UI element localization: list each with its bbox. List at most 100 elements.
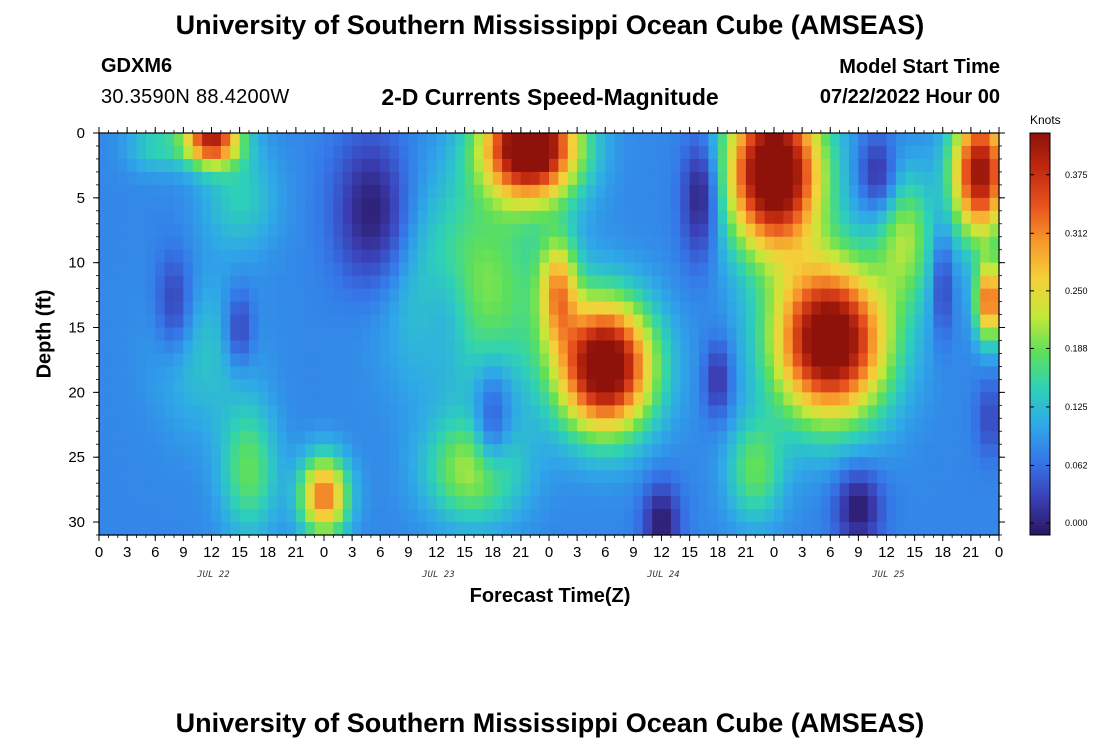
heatmap-cell (295, 145, 306, 160)
heatmap-cell (324, 457, 334, 471)
heatmap-cell (286, 444, 297, 458)
heatmap-cell (661, 133, 672, 147)
heatmap-cell (408, 418, 419, 432)
heatmap-cell (174, 496, 184, 510)
heatmap-cell (267, 379, 278, 393)
heatmap-cell (117, 133, 128, 147)
heatmap-cell (474, 366, 484, 380)
heatmap-cell (877, 470, 888, 484)
heatmap-cell (830, 366, 841, 380)
heatmap-cell (464, 327, 475, 342)
heatmap-cell (520, 457, 531, 471)
heatmap-cell (127, 379, 138, 393)
heatmap-cell (642, 184, 653, 199)
heatmap-cell (717, 327, 728, 342)
heatmap-cell (492, 210, 503, 225)
heatmap-cell (633, 522, 644, 536)
heatmap-cell (624, 197, 634, 212)
heatmap-cell (961, 379, 972, 393)
heatmap-cell (258, 431, 269, 445)
heatmap-cell (483, 184, 494, 199)
heatmap-cell (436, 418, 447, 432)
heatmap-cell (558, 145, 569, 160)
heatmap-cell (774, 145, 784, 160)
heatmap-cell (839, 509, 850, 523)
heatmap-cell (699, 223, 709, 238)
heatmap-cell (99, 210, 109, 225)
heatmap-cell (324, 249, 334, 264)
heatmap-cell (324, 405, 334, 419)
heatmap-cell (933, 171, 944, 186)
heatmap-cell (867, 314, 878, 329)
heatmap-cell (670, 184, 681, 199)
heatmap-cell (952, 522, 963, 536)
heatmap-cell (820, 184, 831, 199)
heatmap-cell (183, 314, 194, 329)
heatmap-cell (108, 366, 119, 380)
heatmap-cell (708, 470, 719, 484)
heatmap-cell (595, 457, 606, 471)
heatmap-cell (305, 483, 316, 497)
heatmap-cell (324, 275, 334, 290)
heatmap-cell (108, 444, 119, 458)
heatmap-cell (483, 353, 494, 368)
colorbar-tick-label: 0.375 (1065, 170, 1088, 180)
colorbar-tick-label: 0.250 (1065, 286, 1088, 296)
heatmap-cell (699, 483, 709, 497)
heatmap-cell (764, 249, 775, 264)
heatmap-cell (117, 223, 128, 238)
heatmap-cell (136, 262, 147, 277)
heatmap-cell (736, 379, 747, 393)
heatmap-cell (155, 496, 166, 510)
heatmap-cell (136, 197, 147, 212)
heatmap-cell (595, 171, 606, 186)
heatmap-cell (408, 496, 419, 510)
heatmap-cell (792, 470, 803, 484)
heatmap-cell (577, 236, 588, 251)
heatmap-cell (717, 353, 728, 368)
heatmap-cell (933, 470, 944, 484)
heatmap-cell (174, 405, 184, 419)
heatmap-cell (661, 197, 672, 212)
heatmap-cell (492, 197, 503, 212)
heatmap-cell (502, 509, 513, 523)
heatmap-cell (286, 405, 297, 419)
heatmap-cell (220, 223, 231, 238)
heatmap-cell (249, 171, 259, 186)
heatmap-cell (661, 392, 672, 406)
heatmap-cell (333, 210, 344, 225)
heatmap-cell (239, 522, 250, 536)
x-tick-label: 3 (123, 544, 131, 561)
heatmap-cell (211, 171, 222, 186)
heatmap-cell (352, 366, 363, 380)
heatmap-cell (820, 275, 831, 290)
heatmap-cell (324, 366, 334, 380)
heatmap-cell (736, 483, 747, 497)
heatmap-cell (652, 379, 663, 393)
heatmap-cell (192, 327, 203, 342)
heatmap-cell (914, 470, 925, 484)
heatmap-cell (614, 431, 625, 445)
heatmap-cell (211, 509, 222, 523)
heatmap-cell (624, 418, 634, 432)
heatmap-cell (970, 418, 981, 432)
heatmap-cell (605, 314, 616, 329)
heatmap-cell (839, 483, 850, 497)
heatmap-cell (295, 314, 306, 329)
heatmap-cell (820, 158, 831, 173)
heatmap-cell (764, 431, 775, 445)
heatmap-cell (989, 496, 1000, 510)
heatmap-cell (136, 418, 147, 432)
heatmap-cell (839, 366, 850, 380)
heatmap-cell (108, 223, 119, 238)
heatmap-cell (333, 223, 344, 238)
heatmap-cell (370, 366, 381, 380)
heatmap-cell (680, 210, 691, 225)
heatmap-cell (530, 366, 541, 380)
heatmap-cell (239, 483, 250, 497)
heatmap-cell (914, 522, 925, 536)
heatmap-cell (839, 301, 850, 316)
heatmap-cell (652, 314, 663, 329)
heatmap-cell (192, 301, 203, 316)
heatmap-cell (333, 197, 344, 212)
